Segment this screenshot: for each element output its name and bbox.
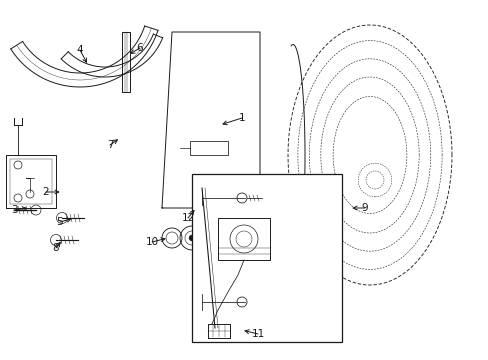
Bar bbox=[190, 141, 227, 155]
Text: 7: 7 bbox=[106, 140, 113, 150]
Text: 10: 10 bbox=[145, 237, 158, 247]
Text: 8: 8 bbox=[53, 243, 59, 253]
Text: 3: 3 bbox=[11, 205, 17, 215]
Text: 2: 2 bbox=[42, 187, 49, 197]
Text: 4: 4 bbox=[77, 45, 83, 55]
Text: 11: 11 bbox=[251, 329, 264, 339]
Text: 12: 12 bbox=[181, 213, 194, 223]
Bar bbox=[218, 218, 269, 260]
Text: 1: 1 bbox=[238, 113, 245, 123]
Text: 9: 9 bbox=[361, 203, 367, 213]
Text: 6: 6 bbox=[137, 43, 143, 53]
Bar bbox=[192, 174, 341, 342]
Text: 5: 5 bbox=[57, 217, 63, 227]
Circle shape bbox=[189, 235, 195, 241]
